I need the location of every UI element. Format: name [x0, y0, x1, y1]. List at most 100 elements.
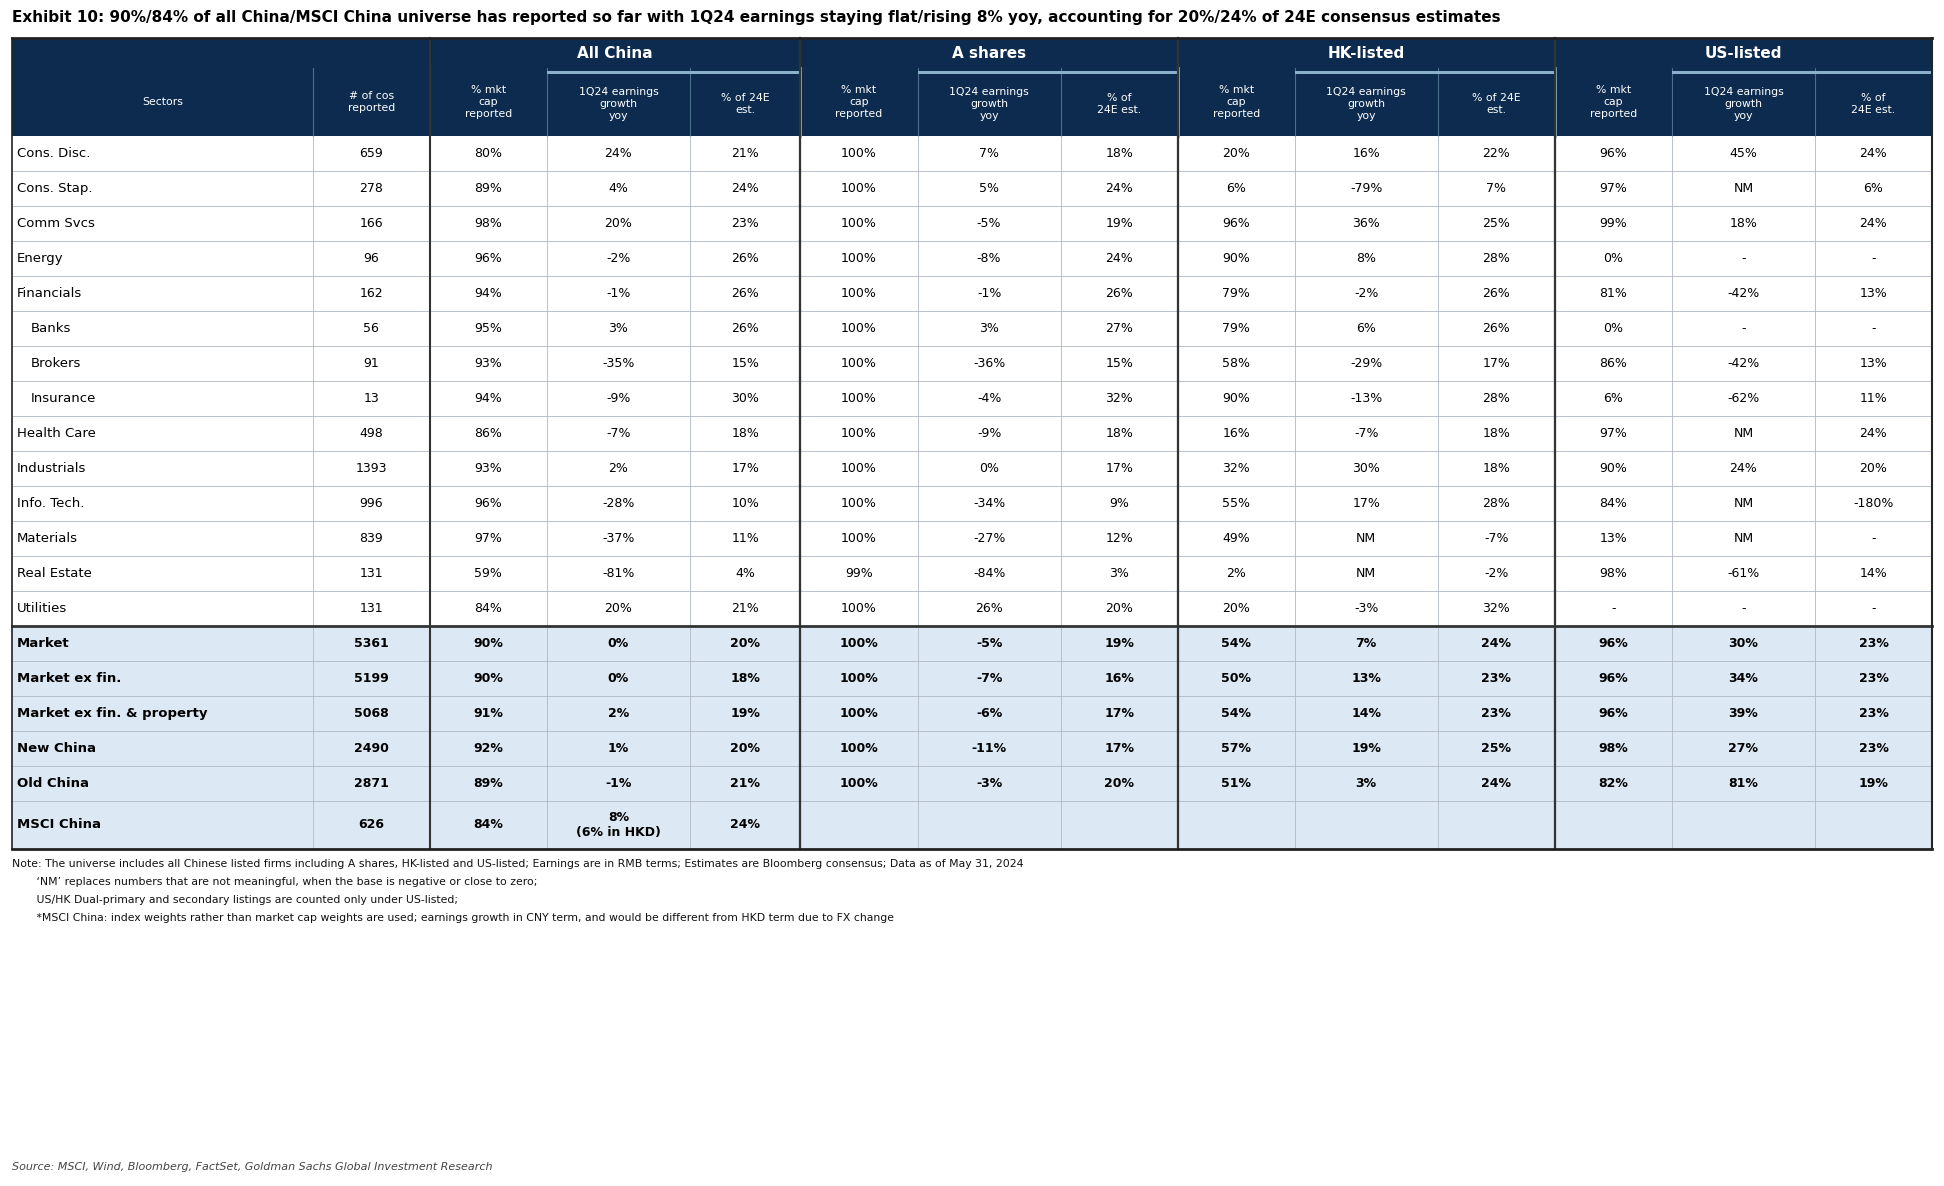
Text: 94%: 94%	[474, 287, 502, 300]
Bar	[546, 71, 801, 74]
Bar	[12, 451, 1932, 486]
Text: Sectors: Sectors	[142, 97, 183, 107]
Text: 100%: 100%	[840, 707, 879, 720]
Bar	[12, 171, 1932, 206]
Text: -: -	[1872, 323, 1876, 334]
Text: 18%: 18%	[1106, 147, 1133, 160]
Text: Energy: Energy	[17, 251, 64, 264]
Text: 6%: 6%	[1604, 393, 1623, 404]
Text: All China: All China	[577, 45, 653, 60]
Text: 1%: 1%	[608, 742, 630, 755]
Text: 17%: 17%	[1353, 497, 1380, 510]
Text: 90%: 90%	[1223, 393, 1250, 404]
Text: 100%: 100%	[842, 251, 877, 264]
Text: 98%: 98%	[474, 217, 502, 230]
Text: 6%: 6%	[1227, 181, 1246, 195]
Text: 49%: 49%	[1223, 533, 1250, 546]
Text: 90%: 90%	[1223, 251, 1250, 264]
Text: Market: Market	[17, 637, 70, 650]
Text: 2%: 2%	[608, 463, 628, 476]
Text: 21%: 21%	[731, 777, 760, 790]
Text: 16%: 16%	[1353, 147, 1380, 160]
Text: 20%: 20%	[1106, 602, 1133, 616]
Text: 100%: 100%	[842, 323, 877, 334]
Bar	[12, 661, 1932, 696]
Text: 19%: 19%	[1858, 777, 1888, 790]
Text: 1Q24 earnings
growth
yoy: 1Q24 earnings growth yoy	[579, 87, 659, 121]
Text: NM: NM	[1734, 427, 1753, 440]
Text: 15%: 15%	[1106, 357, 1133, 370]
Text: 100%: 100%	[842, 602, 877, 616]
Text: 100%: 100%	[840, 777, 879, 790]
Bar	[12, 556, 1932, 591]
Text: NM: NM	[1734, 533, 1753, 546]
Text: -36%: -36%	[972, 357, 1005, 370]
Text: 28%: 28%	[1483, 497, 1510, 510]
Text: 4%: 4%	[608, 181, 628, 195]
Text: 57%: 57%	[1221, 742, 1252, 755]
Text: -27%: -27%	[972, 533, 1005, 546]
Text: 0%: 0%	[608, 672, 630, 686]
Text: -7%: -7%	[607, 427, 630, 440]
Text: % of
24E est.: % of 24E est.	[1096, 93, 1141, 115]
Text: Source: MSCI, Wind, Bloomberg, FactSet, Goldman Sachs Global Investment Research: Source: MSCI, Wind, Bloomberg, FactSet, …	[12, 1162, 492, 1172]
Text: 24%: 24%	[1860, 217, 1888, 230]
Text: -2%: -2%	[1355, 287, 1378, 300]
Text: -: -	[1612, 602, 1615, 616]
Text: 22%: 22%	[1483, 147, 1510, 160]
Text: % of 24E
est.: % of 24E est.	[1472, 93, 1520, 115]
Text: 18%: 18%	[1730, 217, 1757, 230]
Text: -81%: -81%	[603, 567, 634, 580]
Bar	[12, 346, 1932, 381]
Text: 131: 131	[360, 567, 383, 580]
Text: 82%: 82%	[1598, 777, 1629, 790]
Text: 30%: 30%	[1728, 637, 1759, 650]
Text: 24%: 24%	[731, 818, 760, 831]
Text: 18%: 18%	[1483, 427, 1510, 440]
Text: 2%: 2%	[1227, 567, 1246, 580]
Text: 24%: 24%	[1106, 181, 1133, 195]
Text: 5068: 5068	[354, 707, 389, 720]
Text: Utilities: Utilities	[17, 602, 68, 616]
Text: 84%: 84%	[1600, 497, 1627, 510]
Text: 97%: 97%	[1600, 427, 1627, 440]
Text: -42%: -42%	[1728, 357, 1759, 370]
Bar	[12, 696, 1932, 731]
Text: -79%: -79%	[1349, 181, 1382, 195]
Text: NM: NM	[1357, 533, 1376, 546]
Text: 19%: 19%	[1104, 637, 1133, 650]
Text: 32%: 32%	[1223, 463, 1250, 476]
Text: 96%: 96%	[1600, 147, 1627, 160]
Bar	[918, 71, 1178, 74]
Text: 96%: 96%	[474, 497, 502, 510]
Text: 21%: 21%	[731, 602, 758, 616]
Text: 32%: 32%	[1106, 393, 1133, 404]
Text: 96: 96	[364, 251, 379, 264]
Text: % of
24E est.: % of 24E est.	[1851, 93, 1895, 115]
Text: -7%: -7%	[1353, 427, 1378, 440]
Text: -35%: -35%	[603, 357, 634, 370]
Text: 5361: 5361	[354, 637, 389, 650]
Text: 7%: 7%	[980, 147, 999, 160]
Text: -1%: -1%	[605, 777, 632, 790]
Text: 2%: 2%	[608, 707, 630, 720]
Text: -37%: -37%	[603, 533, 634, 546]
Text: 19%: 19%	[1106, 217, 1133, 230]
Text: 100%: 100%	[840, 637, 879, 650]
Bar	[12, 626, 1932, 661]
Text: 84%: 84%	[474, 602, 502, 616]
Text: -61%: -61%	[1728, 567, 1759, 580]
Text: 100%: 100%	[842, 217, 877, 230]
Text: 93%: 93%	[474, 357, 502, 370]
Text: 50%: 50%	[1221, 672, 1252, 686]
Text: 99%: 99%	[1600, 217, 1627, 230]
Text: 27%: 27%	[1728, 742, 1759, 755]
Text: -7%: -7%	[1483, 533, 1509, 546]
Text: -5%: -5%	[976, 637, 1003, 650]
Bar	[12, 38, 1932, 136]
Text: Real Estate: Real Estate	[17, 567, 91, 580]
Text: 5%: 5%	[980, 181, 999, 195]
Text: 93%: 93%	[474, 463, 502, 476]
Text: Industrials: Industrials	[17, 463, 86, 476]
Text: US/HK Dual-primary and secondary listings are counted only under US-listed;: US/HK Dual-primary and secondary listing…	[12, 895, 459, 905]
